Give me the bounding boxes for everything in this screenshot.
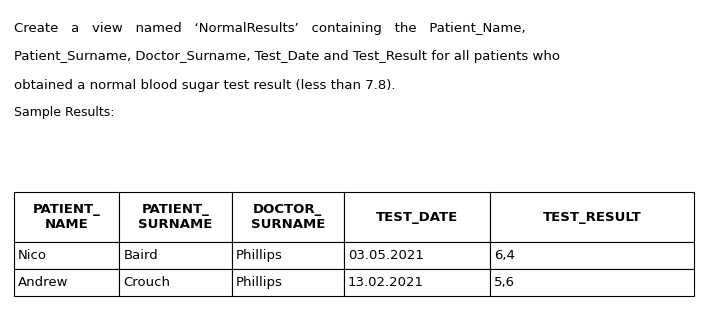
- Bar: [232, 242, 344, 269]
- Text: TEST_DATE: TEST_DATE: [376, 210, 458, 223]
- Text: Phillips: Phillips: [236, 276, 282, 289]
- Text: Nico: Nico: [18, 249, 47, 262]
- Bar: [120, 269, 232, 296]
- Bar: [344, 269, 490, 296]
- Text: Crouch: Crouch: [123, 276, 171, 289]
- Bar: [490, 269, 694, 296]
- Bar: [232, 192, 344, 242]
- Text: Baird: Baird: [123, 249, 158, 262]
- Bar: [344, 242, 490, 269]
- Bar: [232, 269, 344, 296]
- Bar: [490, 192, 694, 242]
- Text: Phillips: Phillips: [236, 249, 282, 262]
- Text: Create   a   view   named   ‘NormalResults’   containing   the   Patient_Name,: Create a view named ‘NormalResults’ cont…: [14, 22, 525, 35]
- Bar: [344, 192, 490, 242]
- Bar: [14, 269, 120, 296]
- Bar: [14, 242, 120, 269]
- Text: obtained a normal blood sugar test result (less than 7.8).: obtained a normal blood sugar test resul…: [14, 79, 396, 92]
- Text: PATIENT_
SURNAME: PATIENT_ SURNAME: [138, 203, 212, 231]
- Text: PATIENT_
NAME: PATIENT_ NAME: [33, 203, 101, 231]
- Text: 5,6: 5,6: [494, 276, 515, 289]
- Text: 6,4: 6,4: [494, 249, 515, 262]
- Text: TEST_RESULT: TEST_RESULT: [542, 210, 641, 223]
- Text: 13.02.2021: 13.02.2021: [348, 276, 424, 289]
- Text: Patient_Surname, Doctor_Surname, Test_Date and Test_Result for all patients who: Patient_Surname, Doctor_Surname, Test_Da…: [14, 50, 560, 63]
- Text: DOCTOR_
SURNAME: DOCTOR_ SURNAME: [251, 203, 325, 231]
- Text: Sample Results:: Sample Results:: [14, 106, 115, 119]
- Bar: [120, 242, 232, 269]
- Text: Andrew: Andrew: [18, 276, 69, 289]
- Bar: [490, 242, 694, 269]
- Text: 03.05.2021: 03.05.2021: [348, 249, 423, 262]
- Bar: [120, 192, 232, 242]
- Bar: [14, 192, 120, 242]
